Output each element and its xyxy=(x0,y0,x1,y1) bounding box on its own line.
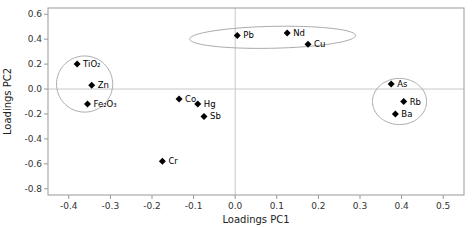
point xyxy=(388,81,395,88)
x-tick-label: 0.3 xyxy=(353,201,367,211)
y-tick-label: -0.4 xyxy=(24,134,42,144)
y-tick xyxy=(44,89,48,90)
y-tick-label: 0.0 xyxy=(28,84,43,94)
point-label: Nd xyxy=(293,28,305,38)
point xyxy=(201,113,208,120)
x-tick-label: -0.2 xyxy=(143,201,161,211)
point-label: Zn xyxy=(98,80,109,90)
x-tick xyxy=(193,195,194,199)
x-axis-label: Loadings PC1 xyxy=(222,214,289,225)
point-label: Rb xyxy=(410,97,421,107)
x-tick xyxy=(68,195,69,199)
point xyxy=(84,100,91,107)
plot-frame xyxy=(48,8,464,195)
y-tick xyxy=(44,138,48,139)
y-axis-label: Loadings PC2 xyxy=(2,68,13,135)
x-tick xyxy=(152,195,153,199)
x-tick-label: 0.0 xyxy=(228,201,243,211)
point-label: Ba xyxy=(401,109,412,119)
x-tick-label: -0.1 xyxy=(185,201,203,211)
point-label: Sb xyxy=(210,111,221,121)
x-tick xyxy=(110,195,111,199)
point xyxy=(400,98,407,105)
point xyxy=(234,32,241,39)
x-tick xyxy=(235,195,236,199)
point-label: Hg xyxy=(204,99,216,109)
point xyxy=(74,61,81,68)
x-tick xyxy=(360,195,361,199)
x-tick-label: 0.5 xyxy=(436,201,450,211)
y-tick xyxy=(44,188,48,189)
y-tick-label: -0.6 xyxy=(24,159,42,169)
x-tick-label: 0.1 xyxy=(270,201,284,211)
point-label: Cr xyxy=(168,156,178,166)
y-tick xyxy=(44,39,48,40)
point xyxy=(284,29,291,36)
point xyxy=(88,82,95,89)
point-label: Fe₂O₃ xyxy=(94,99,117,109)
point-label: As xyxy=(397,79,408,89)
x-tick xyxy=(276,195,277,199)
point xyxy=(392,110,399,117)
x-tick-label: 0.4 xyxy=(394,201,409,211)
x-tick-label: -0.3 xyxy=(102,201,120,211)
y-tick xyxy=(44,113,48,114)
point xyxy=(159,158,166,165)
x-tick-label: 0.2 xyxy=(311,201,325,211)
x-tick xyxy=(318,195,319,199)
point xyxy=(305,41,312,48)
y-tick-label: -0.2 xyxy=(24,109,42,119)
y-tick xyxy=(44,163,48,164)
y-tick xyxy=(44,14,48,15)
point-label: Co xyxy=(185,94,196,104)
point-label: Pb xyxy=(243,30,254,40)
y-tick-label: 0.6 xyxy=(28,9,43,19)
plot-area xyxy=(57,26,427,165)
x-tick xyxy=(443,195,444,199)
y-tick-label: -0.8 xyxy=(24,184,42,194)
chart: -0.4 -0.3 -0.2 -0.1 0.0 0.1 0.2 0.3 0.4 0.5 -0.8 -0… xyxy=(0,0,474,227)
x-tick-label: -0.4 xyxy=(60,201,78,211)
group-ellipse xyxy=(190,26,356,48)
point-label: TiO₂ xyxy=(82,59,100,69)
y-tick xyxy=(44,64,48,65)
y-tick-label: 0.2 xyxy=(28,59,42,69)
point-label: Cu xyxy=(314,39,325,49)
y-tick-label: 0.4 xyxy=(28,34,43,44)
x-tick xyxy=(401,195,402,199)
point xyxy=(176,96,183,103)
group-ellipse xyxy=(372,78,426,124)
